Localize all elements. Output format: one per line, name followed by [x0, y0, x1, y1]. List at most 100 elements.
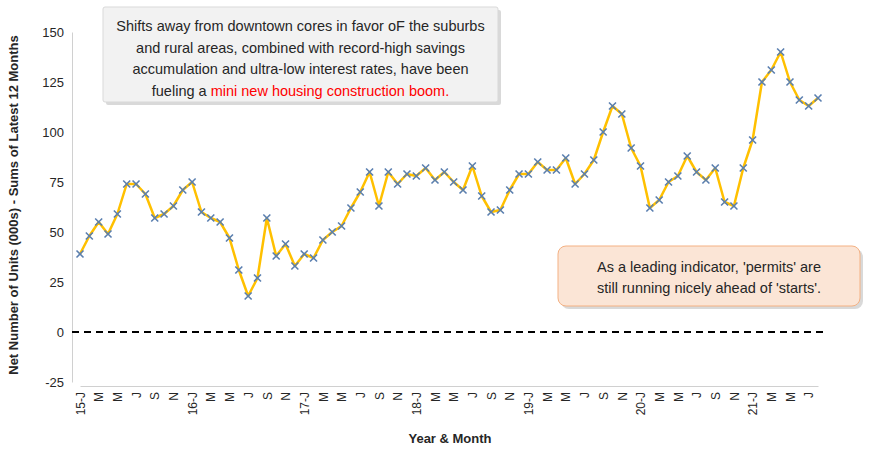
y-axis: -250255075100125150	[42, 25, 72, 390]
x-tick-label: J	[130, 392, 144, 398]
x-tick: S	[597, 392, 611, 400]
marker	[497, 207, 504, 214]
x-tick-label: M	[223, 392, 237, 402]
x-tick-label: S	[261, 392, 275, 400]
annotation-text: still running nicely ahead of 'starts'.	[597, 280, 821, 296]
x-tick-label: M	[317, 392, 331, 402]
annotation-segment: fueling a	[152, 83, 211, 99]
marker	[123, 181, 130, 188]
y-tick-label: 100	[42, 125, 64, 140]
x-tick-label: M	[672, 392, 686, 402]
marker	[329, 229, 336, 236]
x-tick: J	[130, 392, 144, 398]
x-tick: 16-J	[186, 392, 200, 415]
y-axis-title-line: Net Number of Units (000s) - Sums of Lat…	[6, 35, 21, 375]
marker	[628, 145, 635, 152]
marker	[133, 181, 140, 188]
x-tick: M	[204, 392, 218, 402]
x-tick: S	[261, 392, 275, 400]
y-tick-label: 75	[50, 175, 64, 190]
x-tick: M	[653, 392, 667, 402]
x-tick-label: S	[373, 392, 387, 400]
marker	[310, 255, 317, 262]
x-tick-label: 17-J	[298, 392, 312, 415]
y-tick: 0	[57, 325, 64, 340]
marker	[618, 111, 625, 118]
marker	[646, 205, 653, 212]
annotation-segment: mini new housing construction boom.	[211, 83, 450, 99]
marker	[590, 157, 597, 164]
x-tick-label: 19-J	[522, 392, 536, 415]
x-tick-label: M	[92, 392, 106, 402]
marker	[721, 199, 728, 206]
x-tick: S	[485, 392, 499, 400]
marker	[245, 293, 252, 300]
annotation-background	[103, 7, 498, 102]
y-tick-label: 0	[57, 325, 64, 340]
annotation-segment: and rural areas, combined with record-hi…	[136, 40, 465, 56]
y-tick: 50	[50, 225, 64, 240]
marker	[712, 165, 719, 172]
marker	[273, 253, 280, 260]
marker	[198, 209, 205, 216]
x-tick: 18-J	[410, 392, 424, 415]
y-tick-label: 125	[42, 75, 64, 90]
x-tick: J	[802, 392, 816, 398]
marker	[805, 103, 812, 110]
annotation-background	[558, 246, 860, 306]
x-tick: M	[765, 392, 779, 402]
x-tick-label: J	[690, 392, 704, 398]
x-tick: S	[148, 392, 162, 400]
annotation-box: Shifts away from downtown cores in favor…	[103, 7, 501, 105]
plot-area	[72, 49, 826, 333]
x-tick-label: M	[653, 392, 667, 402]
marker	[235, 267, 242, 274]
x-tick: J	[354, 392, 368, 398]
x-tick: S	[373, 392, 387, 400]
marker	[170, 203, 177, 210]
marker	[460, 187, 467, 194]
marker	[319, 237, 326, 244]
annotation-box: As a leading indicator, 'permits' are sti…	[558, 246, 863, 309]
marker	[525, 171, 532, 178]
marker	[95, 219, 102, 226]
x-tick: M	[429, 392, 443, 402]
annotation-segment: accumulation and ultra-low interest rate…	[132, 61, 468, 77]
x-tick-label: S	[485, 392, 499, 400]
marker	[217, 219, 224, 226]
marker	[469, 163, 476, 170]
x-tick: N	[391, 392, 405, 401]
marker	[656, 197, 663, 204]
marker	[488, 209, 495, 216]
annotation-text: accumulation and ultra-low interest rate…	[132, 61, 468, 77]
marker	[478, 193, 485, 200]
y-tick-label: 25	[50, 275, 64, 290]
x-tick: M	[92, 392, 106, 402]
marker	[86, 233, 93, 240]
marker	[600, 129, 607, 136]
marker	[553, 167, 560, 174]
marker	[263, 215, 270, 222]
marker	[749, 137, 756, 144]
marker	[301, 251, 308, 258]
marker	[226, 235, 233, 242]
annotation-text: As a leading indicator, 'permits' are	[597, 259, 821, 275]
marker	[422, 165, 429, 172]
x-tick: M	[784, 392, 798, 402]
x-tick: 20-J	[634, 392, 648, 415]
marker	[207, 215, 214, 222]
x-tick-label: 21-J	[746, 392, 760, 415]
annotation-segment: As a leading indicator, 'permits' are	[597, 259, 821, 275]
x-tick-label: J	[578, 392, 592, 398]
x-axis-line	[81, 386, 819, 387]
x-tick: M	[541, 392, 555, 402]
x-tick: 19-J	[522, 392, 536, 415]
marker	[450, 179, 457, 186]
y-tick: -25	[45, 375, 64, 390]
x-tick: M	[223, 392, 237, 402]
marker	[581, 171, 588, 178]
x-tick: 17-J	[298, 392, 312, 415]
marker	[534, 159, 541, 166]
x-tick: J	[578, 392, 592, 398]
marker	[777, 49, 784, 56]
